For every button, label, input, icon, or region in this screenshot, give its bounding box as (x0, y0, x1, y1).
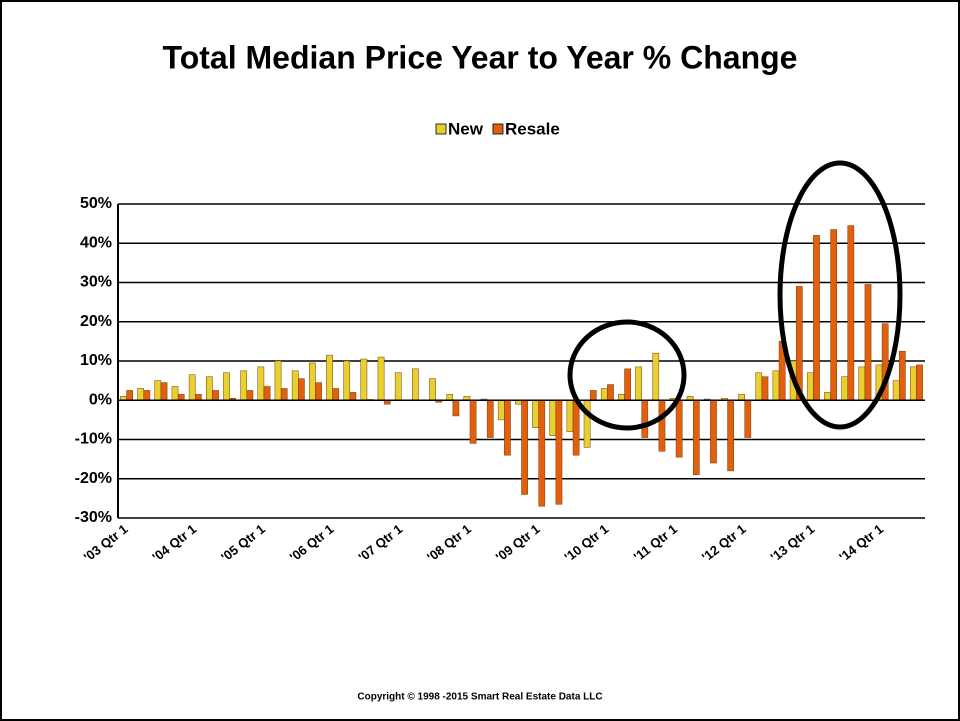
bar (916, 364, 923, 401)
bar (360, 358, 368, 401)
bar (521, 400, 528, 495)
bar (160, 382, 168, 401)
bar (824, 392, 831, 401)
bar (549, 400, 557, 436)
y-tick-label: 40% (80, 234, 112, 251)
bar (504, 400, 511, 456)
legend-label: Resale (505, 119, 560, 138)
bar (813, 235, 820, 401)
bar (240, 370, 248, 401)
bar (188, 374, 196, 401)
bar (738, 394, 745, 401)
chart-title: Total Median Price Year to Year % Change (163, 39, 798, 75)
bar (841, 376, 848, 401)
bar (263, 386, 271, 401)
bar (154, 380, 162, 401)
bar (806, 372, 814, 401)
bar (864, 284, 872, 401)
bar (830, 229, 837, 401)
y-tick-label: 20% (80, 313, 112, 330)
bar (532, 400, 539, 428)
bar (589, 390, 597, 401)
legend-label: New (448, 119, 484, 138)
bar (652, 352, 660, 401)
y-tick-label: -10% (75, 431, 112, 448)
bar (343, 360, 351, 401)
bar (349, 392, 357, 401)
bar (246, 390, 254, 401)
bar (212, 390, 219, 401)
bar (195, 394, 202, 401)
y-tick-label: 30% (80, 274, 112, 291)
bar (624, 368, 631, 401)
bar (744, 400, 752, 438)
bar (607, 384, 614, 401)
legend-swatch (435, 123, 447, 135)
bar (126, 390, 134, 401)
bar (538, 400, 546, 507)
bar (600, 388, 608, 401)
bar (497, 400, 505, 421)
y-tick-label: -20% (75, 470, 112, 487)
bar (675, 400, 683, 458)
bar (206, 376, 213, 401)
bar (171, 386, 179, 401)
bar (858, 366, 866, 401)
bar (727, 400, 734, 472)
bar (692, 400, 700, 476)
bar (332, 388, 340, 401)
bar (223, 372, 230, 401)
footer: Copyright © 1998 -2015 Smart Real Estate… (357, 692, 602, 703)
bar (412, 368, 419, 401)
bar (847, 225, 855, 401)
y-tick-label: -30% (75, 509, 112, 526)
bar (315, 382, 322, 401)
bar (291, 370, 299, 401)
legend-swatch (492, 123, 504, 135)
bar (143, 390, 151, 401)
bar (566, 400, 574, 432)
y-tick-label: 50% (80, 195, 112, 212)
bar (710, 400, 717, 464)
bar (298, 378, 305, 401)
bar (761, 376, 769, 401)
y-tick-label: 10% (80, 352, 112, 369)
bar (429, 378, 436, 401)
bar (257, 366, 265, 401)
bar (377, 356, 385, 401)
bar (326, 354, 333, 401)
bar (618, 394, 625, 401)
bar (658, 400, 666, 452)
bar (177, 394, 185, 401)
bar (641, 400, 649, 438)
bar (909, 366, 917, 401)
bar (137, 388, 145, 401)
bar (486, 400, 494, 438)
bar (452, 400, 460, 417)
bar (898, 350, 906, 401)
bar (635, 366, 642, 401)
bar (469, 400, 477, 444)
bar (446, 394, 454, 401)
bar (772, 370, 780, 401)
bar (755, 372, 763, 401)
bar (892, 380, 900, 401)
bar (555, 400, 563, 505)
bar (572, 400, 580, 456)
bar (394, 372, 402, 401)
annotation-circle (777, 160, 903, 430)
y-tick-label: 0% (89, 391, 112, 408)
annotation-circle (567, 319, 687, 431)
bar (274, 360, 282, 401)
bar (280, 388, 288, 401)
bar (309, 362, 316, 401)
